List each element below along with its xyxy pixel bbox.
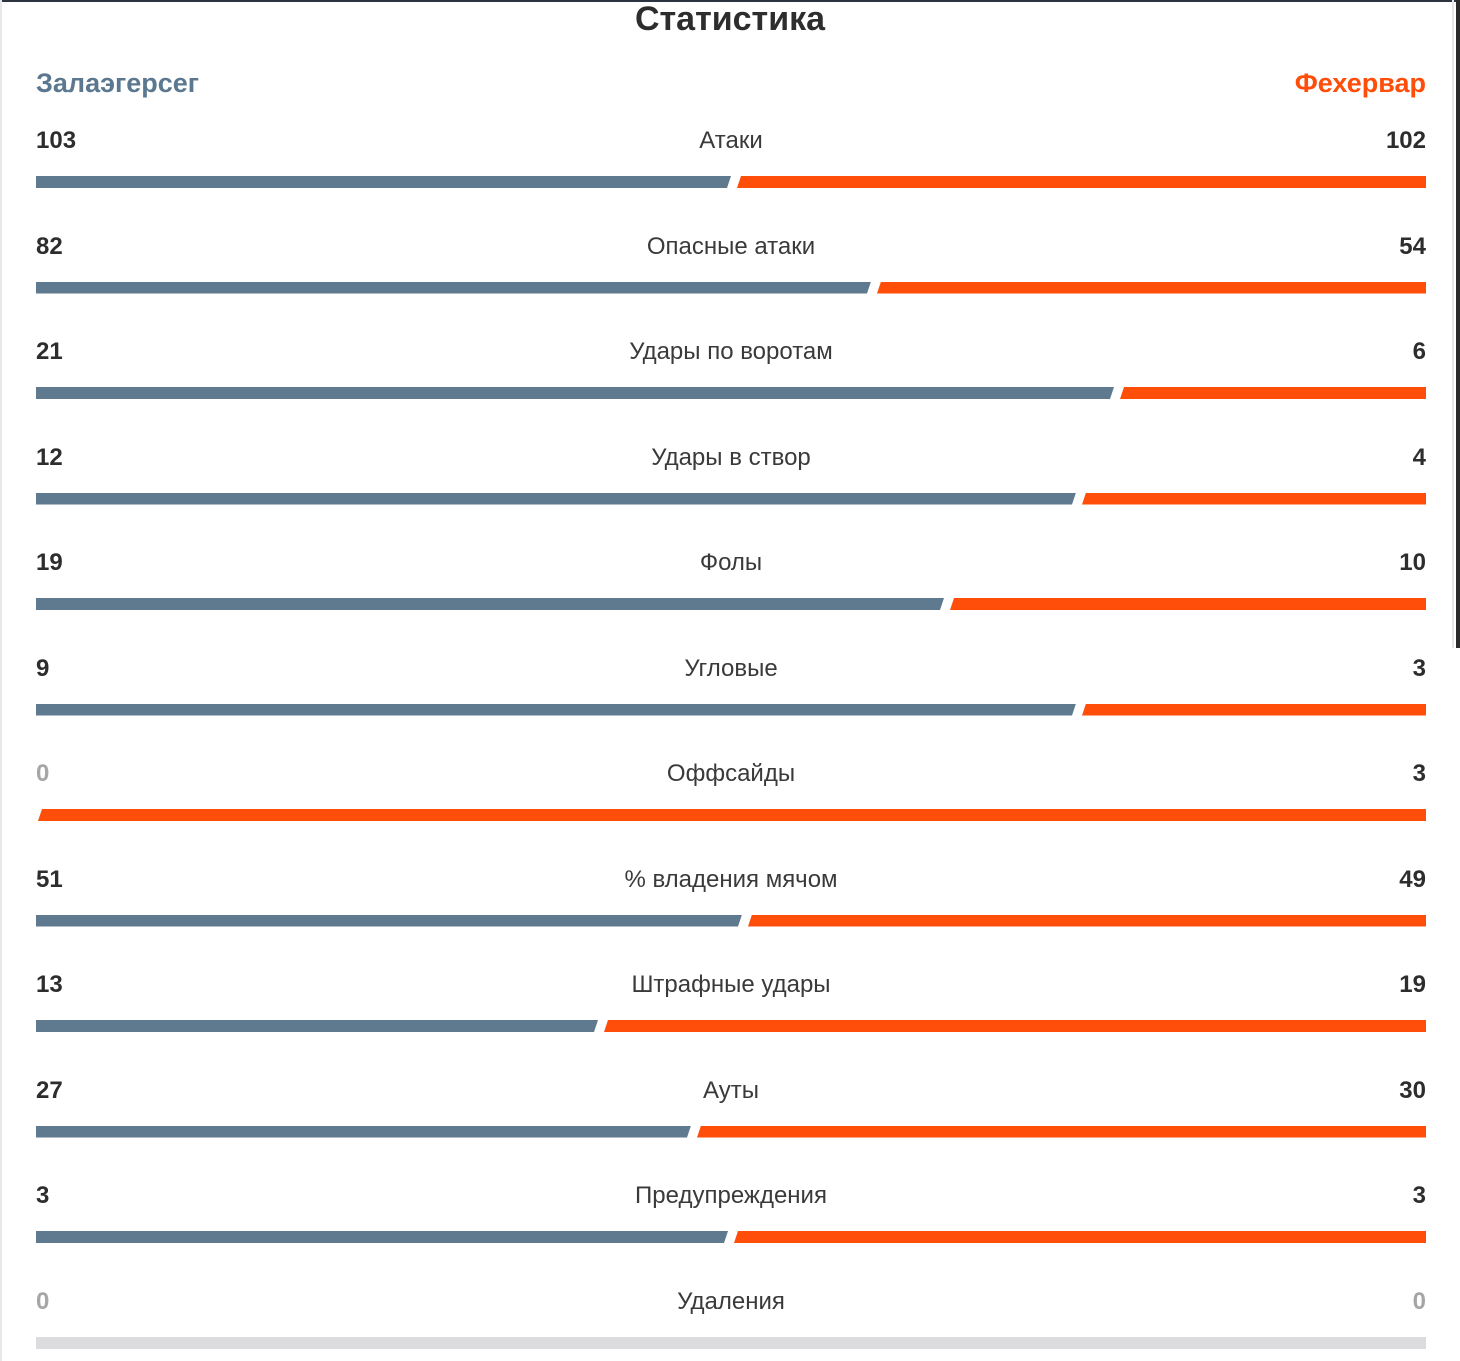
stat-bar-home — [36, 282, 871, 294]
stat-bar-away — [734, 1231, 1426, 1243]
stat-bar-home — [36, 176, 731, 188]
stat-home-value: 0 — [36, 1287, 50, 1315]
stat-bar-home — [36, 1126, 691, 1138]
stat-label: Фолы — [699, 549, 763, 576]
home-team-name[interactable]: Залаэгерсег — [36, 68, 200, 98]
stat-away-value: 49 — [1399, 865, 1426, 893]
window-left-edge — [0, 0, 2, 1361]
stat-home-value: 3 — [36, 1182, 50, 1209]
stats-list: 103 Атаки 102 82 Опасные атаки 54 21 Удары по в… — [36, 126, 1426, 1361]
stat-row: 27 Ауты 30 — [36, 1076, 1426, 1182]
stat-bar-away — [1120, 387, 1426, 399]
stat-label: Удары в створ — [651, 443, 811, 471]
stat-bar — [36, 703, 1426, 716]
stat-bar-away — [950, 598, 1426, 610]
stat-bar-away — [737, 176, 1426, 188]
stat-away-value: 3 — [1412, 1182, 1426, 1209]
stat-bar-away — [877, 281, 1426, 294]
stat-label: Удары по воротам — [629, 338, 833, 365]
stat-bar-away — [748, 914, 1426, 927]
stat-bar — [36, 1231, 1426, 1243]
stat-bar-home — [36, 493, 1076, 505]
stat-label: Штрафные удары — [631, 971, 831, 998]
stat-bar-away — [697, 1125, 1426, 1138]
stat-label: Предупреждения — [635, 1182, 827, 1209]
stat-bar-home — [36, 1231, 728, 1243]
stat-away-value: 54 — [1399, 232, 1426, 260]
stat-row: 0 Оффсайды 3 — [36, 759, 1426, 865]
stat-bar-away — [38, 809, 1426, 821]
stat-bar — [36, 492, 1426, 505]
stat-label: % владения мячом — [624, 865, 838, 893]
scrollbar-thumb[interactable] — [1456, 0, 1460, 648]
stat-bar-away — [1082, 492, 1426, 505]
stat-away-value: 3 — [1412, 654, 1426, 682]
stat-away-value: 19 — [1399, 971, 1426, 998]
stat-label: Ауты — [703, 1076, 759, 1104]
stat-row: 21 Удары по воротам 6 — [36, 337, 1426, 443]
stat-home-value: 51 — [36, 865, 63, 893]
stat-label: Угловые — [684, 654, 778, 682]
stat-away-value: 10 — [1399, 549, 1426, 576]
stat-row: 103 Атаки 102 — [36, 126, 1426, 232]
stat-row: 3 Предупреждения 3 — [36, 1181, 1426, 1287]
stat-row: 13 Штрафные удары 19 — [36, 970, 1426, 1076]
stat-home-value: 103 — [36, 127, 77, 154]
window-top-edge — [0, 0, 1460, 2]
stat-home-value: 13 — [36, 971, 63, 998]
page-title: Статистика — [634, 0, 826, 38]
stat-bar-away — [604, 1020, 1426, 1032]
stat-bar — [36, 281, 1426, 294]
stat-row: 19 Фолы 10 — [36, 548, 1426, 654]
stat-row: 51 % владения мячом 49 — [36, 865, 1426, 971]
stat-home-value: 82 — [36, 232, 63, 260]
stat-bar — [36, 387, 1426, 399]
stat-bar-home — [36, 598, 944, 610]
stat-label: Удаления — [677, 1287, 785, 1315]
stat-bar-home — [36, 387, 1114, 399]
stat-home-value: 21 — [36, 338, 63, 365]
stat-bar — [36, 176, 1426, 188]
stat-bar-empty — [36, 1336, 1426, 1349]
stat-bar — [36, 1020, 1426, 1032]
stat-bar-home — [36, 704, 1076, 716]
stat-home-value: 12 — [36, 443, 63, 471]
stat-bar — [36, 809, 1426, 821]
stat-label: Атаки — [699, 127, 763, 154]
stat-away-value: 102 — [1385, 127, 1426, 154]
stat-away-value: 30 — [1399, 1076, 1426, 1104]
stat-away-value: 4 — [1412, 443, 1426, 471]
stat-bar — [36, 1336, 1426, 1349]
stat-bar — [36, 914, 1426, 927]
stat-bar-home — [36, 1020, 598, 1032]
stat-away-value: 6 — [1412, 338, 1426, 365]
stat-row: 12 Удары в створ 4 — [36, 443, 1426, 549]
stat-row: 9 Угловые 3 — [36, 654, 1426, 760]
stat-row: 0 Удаления 0 — [36, 1287, 1426, 1361]
stat-bar-away — [1082, 703, 1426, 716]
stat-away-value: 3 — [1412, 760, 1426, 787]
stat-home-value: 27 — [36, 1076, 63, 1104]
stat-bar — [36, 598, 1426, 610]
stat-home-value: 9 — [36, 654, 50, 682]
stat-home-value: 0 — [36, 760, 50, 787]
stat-bar — [36, 1125, 1426, 1138]
stat-home-value: 19 — [36, 549, 63, 576]
stat-label: Опасные атаки — [646, 232, 816, 260]
stat-row: 82 Опасные атаки 54 — [36, 232, 1426, 338]
scrollbar-track[interactable] — [1452, 0, 1454, 648]
stat-away-value: 0 — [1412, 1287, 1426, 1315]
stat-bar-home — [36, 915, 742, 927]
stat-label: Оффсайды — [666, 760, 796, 787]
away-team-name[interactable]: Фехервар — [1294, 68, 1426, 98]
